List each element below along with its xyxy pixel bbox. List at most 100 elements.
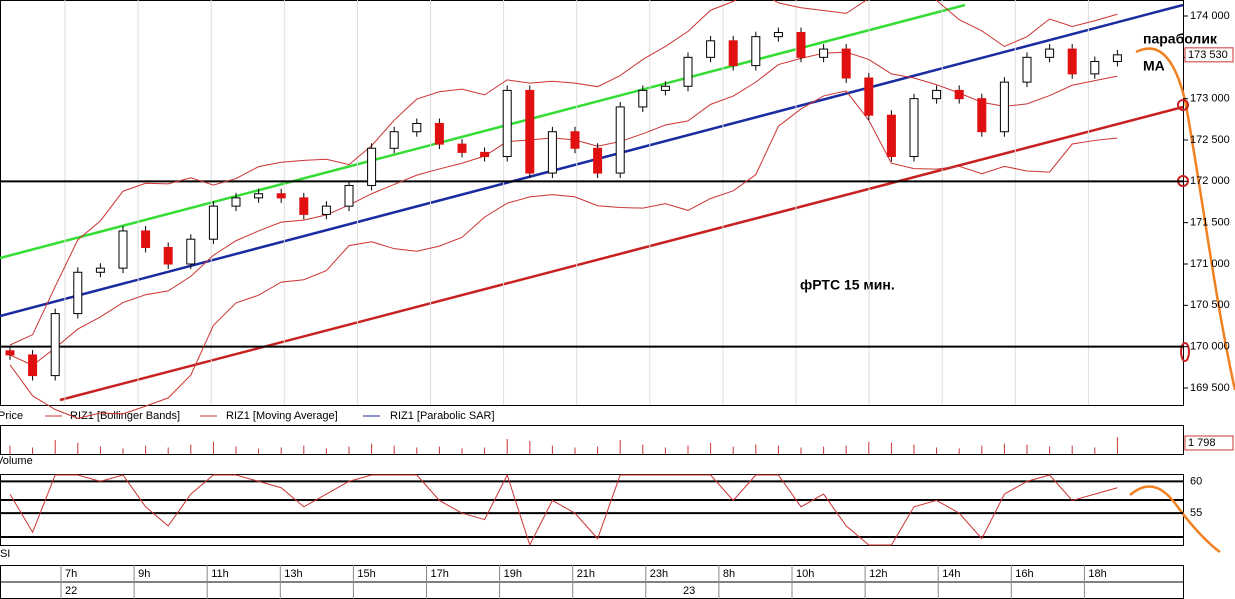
candle-body bbox=[525, 89, 535, 174]
price-panel bbox=[0, 0, 1184, 406]
candle-body bbox=[412, 122, 422, 133]
x-tick-label: 9h bbox=[138, 568, 150, 580]
date-label: 22 bbox=[65, 585, 77, 597]
candle-body bbox=[886, 114, 896, 158]
y-tick-label: 171 500 bbox=[1190, 217, 1230, 229]
candle-body bbox=[208, 205, 218, 240]
candle-body bbox=[864, 77, 874, 116]
price-label: 173 530 bbox=[1188, 49, 1228, 61]
candle-body bbox=[593, 147, 603, 174]
candle-body bbox=[389, 131, 399, 149]
date-label: 23 bbox=[683, 585, 695, 597]
candle-body bbox=[5, 350, 15, 356]
candle-body bbox=[1090, 60, 1100, 75]
candle-body bbox=[231, 197, 241, 207]
x-tick-label: 8h bbox=[723, 568, 735, 580]
volume-panel bbox=[0, 425, 1184, 455]
candle-body bbox=[73, 271, 83, 315]
candle-body bbox=[683, 56, 693, 87]
arrow-curve bbox=[1135, 47, 1235, 391]
candle-body bbox=[615, 106, 625, 174]
candle-body bbox=[751, 36, 761, 67]
candle-body bbox=[457, 143, 467, 153]
x-tick-label: 14h bbox=[942, 568, 960, 580]
note: MA bbox=[1143, 58, 1165, 74]
candle-body bbox=[796, 32, 806, 58]
candle-body bbox=[367, 147, 377, 186]
y-tick-label: 170 500 bbox=[1190, 299, 1230, 311]
candle-body bbox=[932, 89, 942, 100]
volume-label-box bbox=[1184, 435, 1234, 451]
candle-body bbox=[977, 98, 987, 133]
candle-body bbox=[163, 246, 173, 265]
candle-body bbox=[321, 205, 331, 215]
candle-body bbox=[773, 32, 783, 38]
candle-body bbox=[118, 230, 128, 269]
candle-body bbox=[638, 89, 648, 108]
candle-body bbox=[909, 98, 919, 158]
y-tick-label: 170 000 bbox=[1190, 341, 1230, 353]
x-tick-label: 17h bbox=[431, 568, 449, 580]
candle-body bbox=[254, 193, 264, 199]
price-label-box bbox=[1184, 47, 1234, 63]
y-tick-label: 169 500 bbox=[1190, 382, 1230, 394]
x-tick-label: 19h bbox=[504, 568, 522, 580]
bollinger-upper bbox=[9, 0, 1118, 346]
candle-body bbox=[819, 48, 829, 58]
candle-body bbox=[841, 48, 851, 79]
candle-body bbox=[706, 40, 716, 58]
annotation: фРТС 15 мин. bbox=[800, 277, 895, 293]
y-tick-label: 172 000 bbox=[1190, 175, 1230, 187]
panel-label: Volume bbox=[0, 455, 33, 467]
candle-body bbox=[1112, 54, 1122, 62]
candle-body bbox=[570, 131, 580, 149]
marker bbox=[1180, 342, 1190, 362]
marker bbox=[1177, 99, 1189, 111]
candle-body bbox=[50, 313, 60, 377]
volume-label: 1 798 bbox=[1188, 437, 1216, 449]
rsi-tick-label: 55 bbox=[1190, 507, 1202, 519]
rsi-tick-label: 60 bbox=[1190, 475, 1202, 487]
x-tick-label: 12h bbox=[869, 568, 887, 580]
candle-body bbox=[1045, 48, 1055, 58]
candle-body bbox=[1067, 48, 1077, 75]
y-tick-label: 171 000 bbox=[1190, 258, 1230, 270]
candle-body bbox=[660, 85, 670, 91]
y-tick-label: 174 000 bbox=[1190, 10, 1230, 22]
candle-body bbox=[299, 197, 309, 215]
candle-body bbox=[547, 131, 557, 174]
x-tick-label: 11h bbox=[211, 568, 229, 580]
candle-body bbox=[480, 151, 490, 158]
legend-entry: RIZ1 [Bollinger Bands] bbox=[70, 410, 180, 422]
x-tick-label: 7h bbox=[65, 568, 77, 580]
y-tick-label: 172 500 bbox=[1190, 134, 1230, 146]
x-tick-label: 23h bbox=[650, 568, 668, 580]
candle-body bbox=[28, 354, 38, 377]
rsi-line bbox=[9, 473, 1118, 547]
candle-body bbox=[186, 238, 196, 265]
x-tick-label: 21h bbox=[577, 568, 595, 580]
moving-average bbox=[9, 51, 1118, 366]
candle-body bbox=[344, 184, 354, 207]
sketch bbox=[1129, 47, 1235, 554]
rsi-panel bbox=[0, 474, 1184, 546]
trend-line bbox=[59, 105, 1184, 402]
arrow-curve bbox=[1129, 485, 1221, 554]
legend-entry: RIZ1 [Moving Average] bbox=[226, 410, 338, 422]
legend-entry: Price bbox=[0, 410, 23, 422]
x-tick-label: 10h bbox=[796, 568, 814, 580]
trend-line bbox=[0, 3, 1184, 318]
candle-body bbox=[434, 122, 444, 145]
x-tick-label: 18h bbox=[1088, 568, 1106, 580]
y-tick-label: 173 000 bbox=[1190, 93, 1230, 105]
note: параболик bbox=[1143, 31, 1218, 47]
candle-body bbox=[1022, 56, 1032, 83]
candle-body bbox=[276, 193, 286, 199]
candle-body bbox=[502, 89, 512, 158]
candle-body bbox=[954, 89, 964, 100]
panel-label: RSI bbox=[0, 548, 10, 560]
candle-body bbox=[728, 40, 738, 67]
candle-body bbox=[999, 81, 1009, 133]
